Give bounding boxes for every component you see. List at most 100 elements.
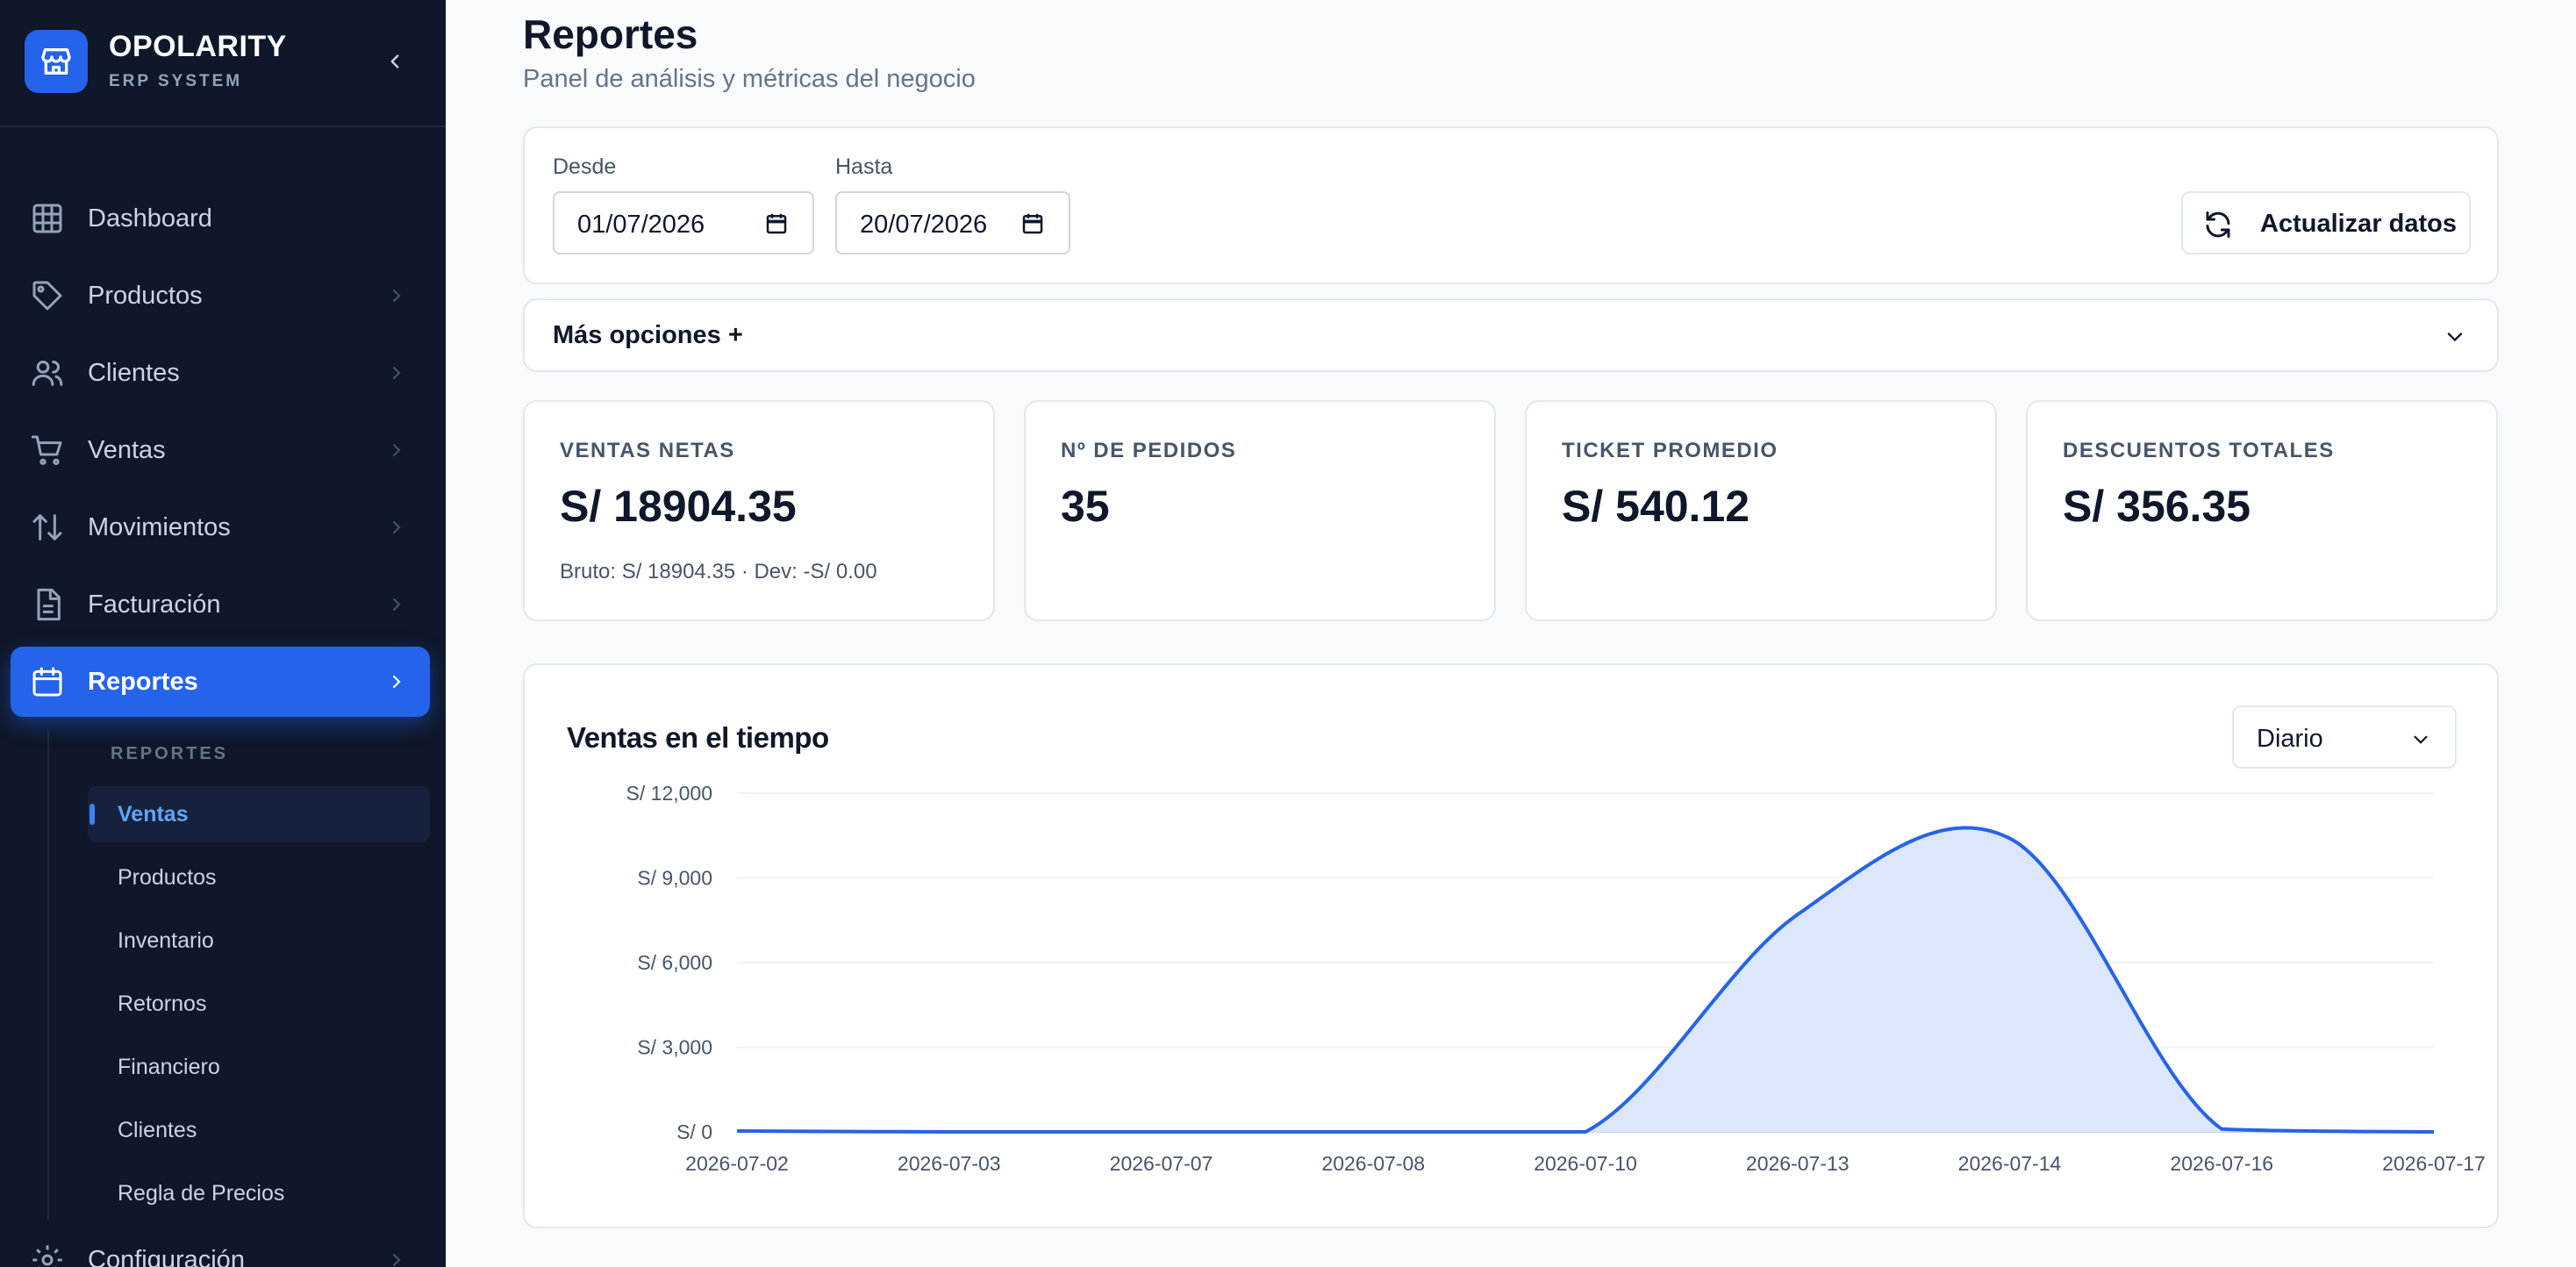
page-title: Reportes <box>523 11 698 57</box>
brand-header: OPOLARITY ERP SYSTEM <box>0 0 446 127</box>
chevron-right-icon <box>393 367 401 379</box>
kpi-card-descuentos: DESCUENTOS TOTALES S/ 356.35 <box>2026 400 2498 621</box>
sidebar-item-productos[interactable]: Productos <box>11 261 430 331</box>
series-line <box>736 826 2435 1134</box>
from-date-input[interactable]: 01/07/2026 <box>553 191 814 254</box>
sidebar-item-ventas[interactable]: Ventas <box>11 415 430 485</box>
arrows-up-down-icon <box>32 514 62 540</box>
chevron-right-icon <box>393 521 401 533</box>
x-tick-label: 2026-07-02 <box>685 1152 789 1175</box>
sidebar-item-label: Dashboard <box>88 204 212 233</box>
store-logo-icon <box>25 30 88 93</box>
submenu-guide-line <box>47 728 49 1220</box>
sidebar-item-label: Reportes <box>88 667 198 696</box>
document-icon <box>37 588 61 621</box>
sidebar-item-clientes[interactable]: Clientes <box>11 338 430 408</box>
chevron-right-icon <box>393 444 401 456</box>
chevron-right-icon <box>393 1254 401 1266</box>
submenu-item-clientes[interactable]: Clientes <box>88 1102 430 1158</box>
submenu-item-inventario[interactable]: Inventario <box>88 913 430 969</box>
cart-icon <box>31 435 62 466</box>
x-tick-label: 2026-07-03 <box>898 1152 1001 1175</box>
collapse-sidebar-button[interactable] <box>379 46 411 77</box>
x-tick-label: 2026-07-16 <box>2170 1152 2273 1175</box>
refresh-icon <box>2206 211 2230 238</box>
to-date-input[interactable]: 20/07/2026 <box>835 191 1070 254</box>
kpi-value: S/ 18904.35 <box>560 482 797 531</box>
sidebar-item-reportes[interactable]: Reportes <box>11 647 430 717</box>
submenu-item-label: Productos <box>118 864 217 890</box>
more-options-toggle[interactable]: Más opciones + <box>523 298 2499 372</box>
from-date-label: Desde <box>553 154 617 179</box>
active-indicator <box>89 804 95 825</box>
period-select[interactable]: Diario <box>2232 705 2457 769</box>
kpi-label: DESCUENTOS TOTALES <box>2063 439 2335 462</box>
kpi-card-ventas-netas: VENTAS NETAS S/ 18904.35 Bruto: S/ 18904… <box>523 400 995 621</box>
period-select-value: Diario <box>2257 725 2323 753</box>
y-tick-label: S/ 12,000 <box>626 782 712 805</box>
submenu-item-financiero[interactable]: Financiero <box>88 1039 430 1095</box>
brand-name: OPOLARITY <box>109 30 287 63</box>
calendar-icon <box>32 667 62 697</box>
sidebar-item-label: Ventas <box>88 435 166 464</box>
sidebar-item-dashboard[interactable]: Dashboard <box>11 183 430 254</box>
sidebar-item-label: Movimientos <box>88 512 231 541</box>
refresh-data-button[interactable]: Actualizar datos <box>2181 191 2471 254</box>
y-tick-label: S/ 0 <box>676 1120 712 1143</box>
calendar-icon <box>1022 213 1043 234</box>
chevron-right-icon <box>393 598 401 611</box>
to-date-label: Hasta <box>835 154 893 179</box>
from-date-value: 01/07/2026 <box>577 211 705 239</box>
x-tick-label: 2026-07-08 <box>1321 1152 1425 1175</box>
chevron-right-icon <box>393 290 401 302</box>
kpi-label: Nº DE PEDIDOS <box>1061 439 1237 462</box>
grid-icon <box>32 204 62 233</box>
kpi-value: S/ 540.12 <box>1562 482 1750 531</box>
page-subtitle: Panel de análisis y métricas del negocio <box>523 65 976 93</box>
x-tick-label: 2026-07-13 <box>1746 1152 1850 1175</box>
refresh-button-label: Actualizar datos <box>2260 210 2457 238</box>
users-icon <box>32 361 63 386</box>
kpi-note: Bruto: S/ 18904.35 · Dev: -S/ 0.00 <box>560 560 877 583</box>
chevron-left-icon <box>390 54 399 68</box>
submenu-item-ventas[interactable]: Ventas <box>88 786 430 842</box>
submenu-item-retornos[interactable]: Retornos <box>88 976 430 1032</box>
submenu-item-label: Regla de Precios <box>118 1180 285 1206</box>
more-options-label: Más opciones + <box>553 321 743 349</box>
tag-icon <box>32 281 62 311</box>
x-tick-label: 2026-07-07 <box>1110 1152 1213 1175</box>
y-tick-label: S/ 6,000 <box>637 951 712 974</box>
sidebar-item-facturacion[interactable]: Facturación <box>11 569 430 640</box>
submenu-item-regla-de-precios[interactable]: Regla de Precios <box>88 1165 430 1221</box>
sales-area-chart: S/ 0 S/ 3,000 S/ 6,000 S/ 9,000 S/ 12,000 202… <box>626 782 2486 1175</box>
brand-subtitle: ERP SYSTEM <box>109 72 243 90</box>
kpi-value: 35 <box>1061 482 1110 531</box>
sidebar-item-label: Facturación <box>88 590 221 619</box>
submenu-item-label: Ventas <box>118 801 189 827</box>
x-tick-label: 2026-07-14 <box>1958 1152 2062 1175</box>
sidebar-item-movimientos[interactable]: Movimientos <box>11 492 430 562</box>
sidebar-item-configuracion[interactable]: Configuración <box>11 1225 430 1267</box>
x-tick-label: 2026-07-10 <box>1534 1152 1637 1175</box>
kpi-label: VENTAS NETAS <box>560 439 735 462</box>
x-tick-label: 2026-07-17 <box>2382 1152 2486 1175</box>
submenu-item-label: Financiero <box>118 1054 220 1079</box>
chart-title: Ventas en el tiempo <box>567 721 829 754</box>
sales-chart-card: Ventas en el tiempo Diario S/ 0 S/ 3,000 S… <box>523 663 2499 1228</box>
sidebar-item-label: Productos <box>88 281 203 310</box>
filters-card: Desde 01/07/2026 Hasta 20/07/2026 Actual… <box>523 126 2499 284</box>
y-tick-label: S/ 9,000 <box>637 867 712 890</box>
chevron-right-icon <box>392 675 401 689</box>
kpi-value: S/ 356.35 <box>2063 482 2251 531</box>
calendar-icon <box>766 213 787 234</box>
submenu-item-label: Retornos <box>118 991 207 1016</box>
kpi-label: TICKET PROMEDIO <box>1562 439 1778 462</box>
chevron-down-icon <box>2447 333 2463 342</box>
to-date-value: 20/07/2026 <box>860 211 988 239</box>
submenu-item-label: Inventario <box>118 927 214 953</box>
kpi-card-ticket-promedio: TICKET PROMEDIO S/ 540.12 <box>1525 400 1997 621</box>
series-area <box>737 827 2434 1132</box>
chevron-down-icon <box>2414 735 2428 744</box>
submenu-item-productos[interactable]: Productos <box>88 849 430 906</box>
sidebar: OPOLARITY ERP SYSTEM Dashboard Productos… <box>0 0 446 1267</box>
